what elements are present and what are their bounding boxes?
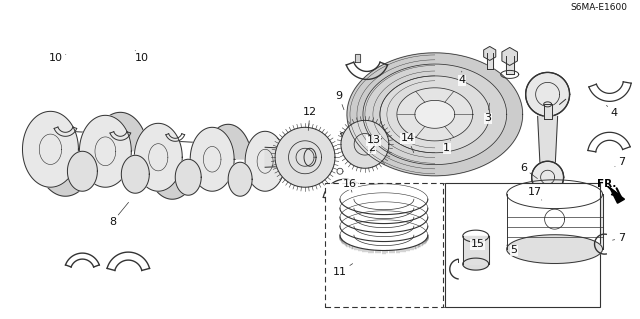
Text: 7: 7 [615, 157, 625, 167]
Polygon shape [355, 55, 360, 63]
Polygon shape [265, 147, 310, 167]
Polygon shape [341, 120, 389, 168]
Text: 10: 10 [49, 54, 66, 63]
Text: S6MA-E1600: S6MA-E1600 [570, 3, 627, 11]
Text: 3: 3 [484, 103, 492, 123]
Polygon shape [538, 116, 557, 177]
Polygon shape [93, 112, 148, 151]
Polygon shape [463, 236, 489, 264]
Text: 9: 9 [335, 91, 344, 110]
Text: 6: 6 [520, 163, 538, 179]
Polygon shape [245, 131, 285, 191]
Polygon shape [380, 76, 490, 153]
Polygon shape [175, 159, 201, 195]
Polygon shape [607, 186, 625, 203]
Text: 16: 16 [343, 179, 357, 192]
Polygon shape [463, 258, 489, 270]
Polygon shape [507, 194, 602, 249]
Polygon shape [397, 88, 473, 141]
Text: 7: 7 [612, 233, 625, 243]
Polygon shape [36, 155, 95, 196]
Polygon shape [363, 64, 507, 165]
Text: 4: 4 [458, 71, 465, 85]
Text: 5: 5 [507, 245, 517, 255]
Polygon shape [415, 100, 455, 128]
Text: 4: 4 [607, 105, 617, 118]
Bar [445, 183, 600, 307]
Text: 2: 2 [369, 138, 382, 153]
Polygon shape [347, 53, 523, 176]
Text: 1: 1 [444, 140, 451, 153]
Polygon shape [122, 155, 149, 193]
Polygon shape [543, 104, 552, 119]
Text: 11: 11 [333, 263, 353, 277]
Polygon shape [190, 127, 234, 191]
Polygon shape [204, 124, 252, 159]
Text: 8: 8 [109, 202, 129, 227]
Bar [325, 183, 443, 307]
Text: 13: 13 [367, 135, 381, 152]
Polygon shape [532, 161, 564, 193]
Polygon shape [507, 235, 602, 263]
Polygon shape [506, 56, 514, 74]
Polygon shape [275, 127, 335, 187]
Text: FR.: FR. [596, 179, 616, 189]
Text: 15: 15 [471, 239, 484, 249]
Polygon shape [487, 54, 493, 70]
Polygon shape [228, 162, 252, 196]
Text: 12: 12 [303, 108, 317, 130]
Text: 10: 10 [135, 50, 149, 63]
Text: 14: 14 [401, 133, 415, 153]
Text: 17: 17 [527, 187, 542, 200]
Polygon shape [525, 72, 570, 116]
Polygon shape [79, 115, 131, 187]
Polygon shape [134, 123, 182, 191]
Polygon shape [22, 111, 79, 187]
Polygon shape [67, 151, 97, 191]
Polygon shape [147, 163, 198, 199]
